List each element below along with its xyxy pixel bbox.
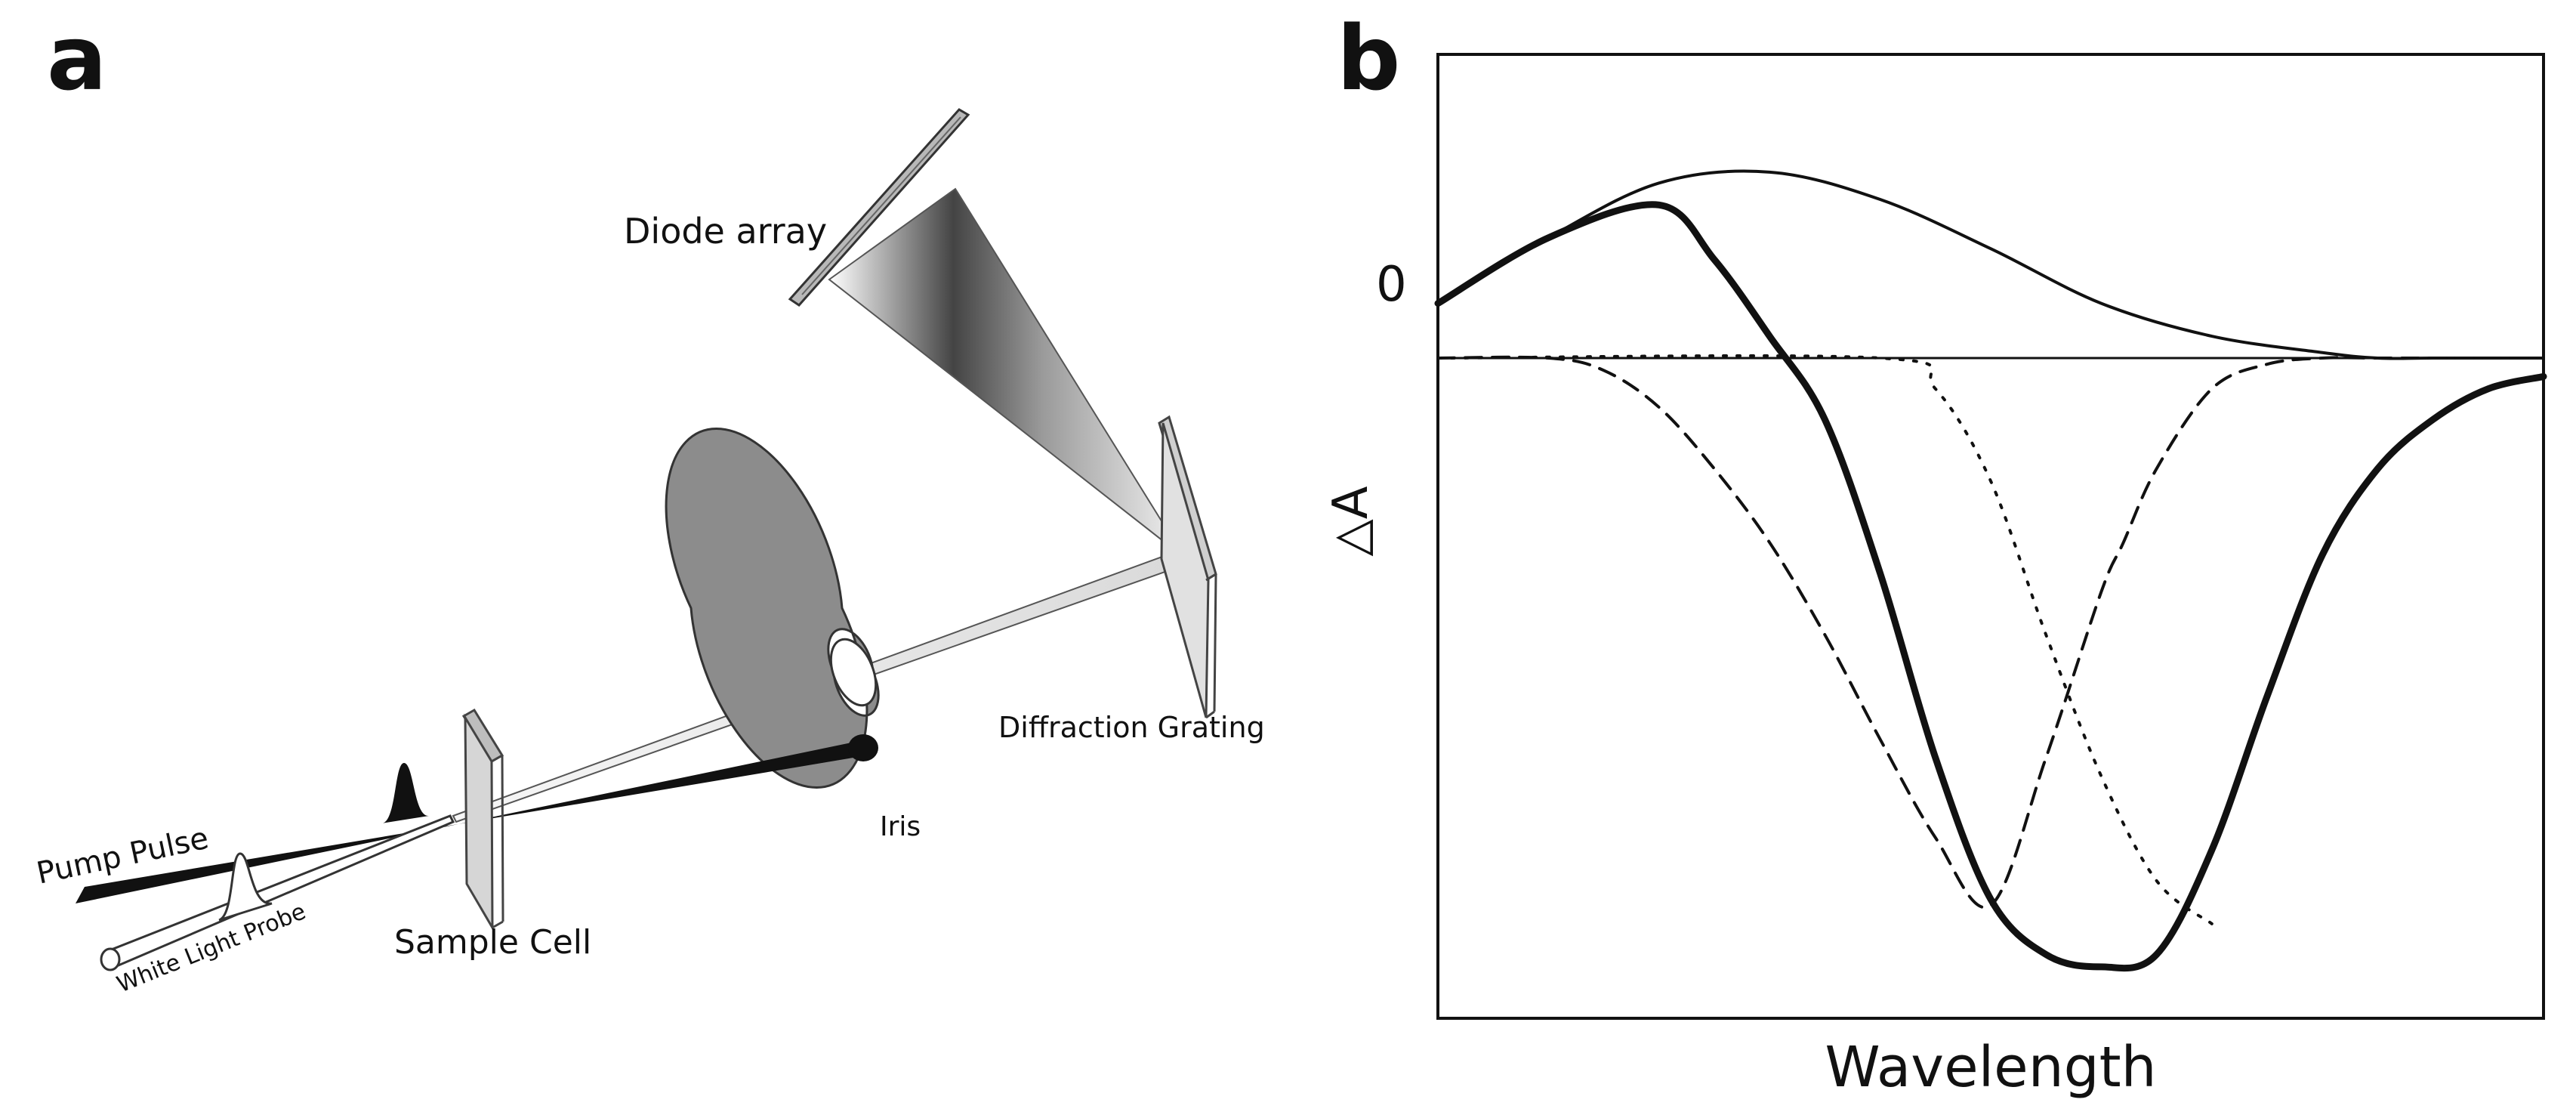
panel-b: b 0 △A Wavelength [1323,6,2547,1100]
series-layer [1434,169,2547,972]
y-axis-label: △A [1323,486,1379,556]
panel-a: a [34,6,1265,998]
diode-array-label: Diode array [624,211,827,252]
diffraction-grating-label: Diffraction Grating [998,711,1265,744]
x-axis-label: Wavelength [1825,1035,2157,1100]
sample-cell-label: Sample Cell [394,923,591,962]
zero-tick-label: 0 [1376,257,1407,313]
series-thick-solid-1 [1434,201,2547,972]
iris [665,428,880,789]
series-dashed-2 [1436,355,2545,910]
diffraction-cone [828,187,1185,558]
diode-array [788,108,970,307]
panel-b-label: b [1337,6,1400,110]
plot-frame [1436,53,2545,1020]
panel-a-label: a [47,6,107,110]
white-light-probe [100,814,455,971]
diffraction-grating [1158,415,1217,719]
iris-label: Iris [880,811,921,842]
sample-cell [461,708,504,932]
